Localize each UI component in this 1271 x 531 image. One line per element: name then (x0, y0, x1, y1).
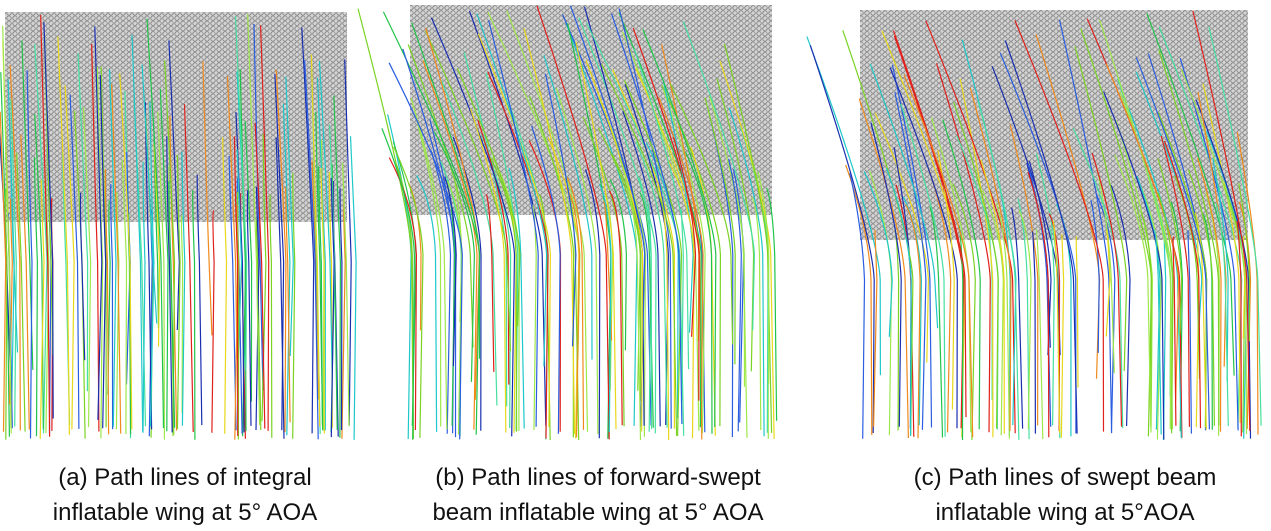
wing-mesh (410, 5, 772, 215)
figure: (a) Path lines of integral inflatable wi… (0, 0, 1271, 531)
path-line (895, 230, 899, 431)
caption: (b) Path lines of forward-swept beam inf… (388, 460, 808, 530)
path-line (358, 9, 413, 436)
path-line (1076, 237, 1078, 388)
caption-line: beam inflatable wing at 5° AOA (388, 495, 808, 530)
caption-line: (c) Path lines of swept beam (855, 460, 1271, 495)
path-line (6, 189, 7, 440)
path-line (1173, 237, 1176, 426)
caption: (c) Path lines of swept beam inflatable … (855, 460, 1271, 530)
caption: (a) Path lines of integral inflatable wi… (0, 460, 395, 530)
path-line-images (0, 0, 1271, 450)
caption-line: (b) Path lines of forward-swept (388, 460, 808, 495)
caption-line: (a) Path lines of integral (0, 460, 395, 495)
path-line (1036, 229, 1043, 439)
caption-line: inflatable wing at 5° AOA (0, 495, 395, 530)
caption-line: inflatable wing at 5°AOA (855, 495, 1271, 530)
path-line (533, 205, 536, 430)
path-line (1061, 235, 1063, 438)
path-line (486, 194, 493, 372)
path-line (212, 210, 214, 432)
path-line (270, 195, 272, 438)
path-line (1032, 232, 1035, 434)
path-line (1203, 214, 1212, 429)
